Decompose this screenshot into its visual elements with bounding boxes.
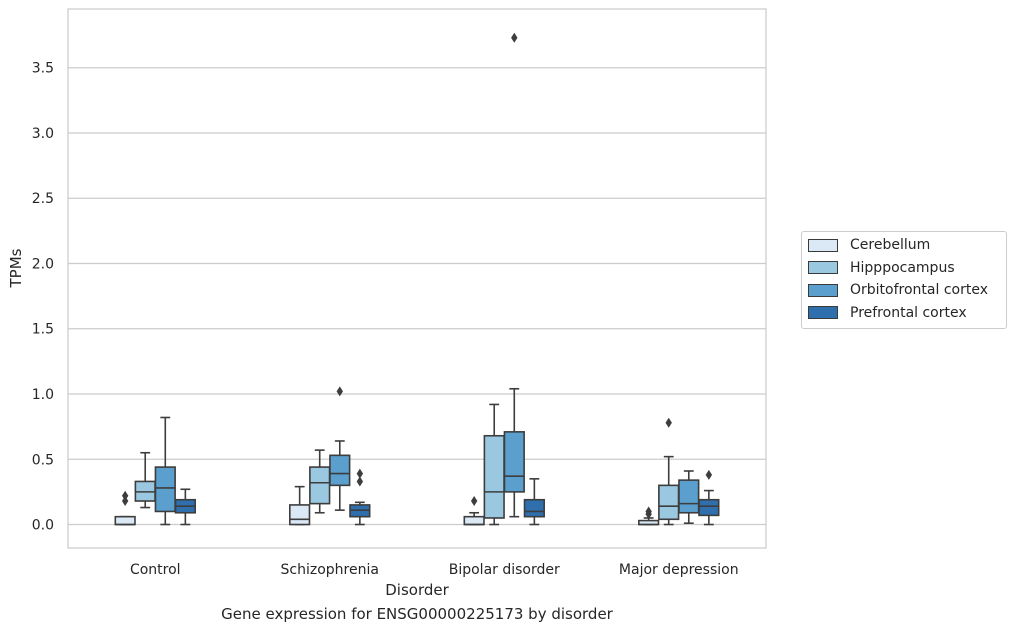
y-tick-label: 3.0: [32, 126, 54, 142]
box-3-2: [523, 478, 545, 526]
outlier-point: [356, 468, 364, 479]
y-tick-label: 2.0: [32, 256, 54, 272]
y-axis-label: TPMs: [7, 248, 25, 288]
x-tick-label: Major depression: [619, 562, 739, 578]
outlier-point: [336, 386, 343, 397]
y-tick-label: 2.5: [32, 191, 54, 207]
boxes-layer: [114, 32, 720, 526]
outlier-point: [645, 506, 652, 517]
box-body: [698, 498, 720, 517]
legend: Cerebellum Hipppocampus Orbitofrontal cort…: [801, 231, 1007, 329]
box-2-3: [678, 470, 700, 525]
figure-caption: Gene expression for ENSG00000225173 by d…: [221, 605, 613, 623]
box-0-0: [114, 490, 136, 526]
y-tick-label: 1.5: [32, 322, 54, 338]
box-body: [503, 431, 525, 493]
box-body: [329, 454, 351, 487]
outlier-point: [470, 496, 478, 507]
legend-item: Hipppocampus: [802, 257, 1006, 280]
legend-label: Orbitofrontal cortex: [850, 282, 988, 299]
box-2-2: [503, 32, 525, 518]
box-0-1: [289, 485, 311, 526]
x-tick-label: Bipolar disorder: [449, 562, 560, 578]
box-2-1: [329, 386, 351, 511]
box-3-0: [174, 488, 196, 526]
box-3-3: [698, 469, 720, 526]
box-body: [523, 498, 545, 518]
legend-item: Cerebellum: [802, 234, 1006, 257]
legend-item: Orbitofrontal cortex: [802, 279, 1006, 302]
box-1-3: [658, 417, 680, 526]
box-0-3: [638, 506, 660, 526]
outlier-point: [511, 32, 518, 43]
y-tick-label: 0.5: [32, 452, 54, 468]
outlier-point: [121, 496, 129, 507]
x-axis-label: Disorder: [385, 581, 449, 599]
legend-label: Hipppocampus: [850, 259, 955, 276]
y-tick-label: 1.0: [32, 387, 54, 403]
box-1-1: [309, 449, 331, 514]
plot-area-frame: [67, 8, 767, 549]
outlier-point: [356, 476, 364, 487]
legend-item: Prefrontal cortex: [802, 302, 1006, 325]
box-2-0: [154, 416, 176, 526]
y-tick-label: 3.5: [32, 61, 54, 77]
box-body: [154, 466, 176, 513]
box-body: [678, 479, 700, 514]
tick-labels: 0.0 0.5 1.0 1.5 2.0 2.5 3.0 3.5 Control Schizophr…: [32, 61, 739, 578]
legend-swatch: [808, 261, 838, 275]
box-body: [658, 484, 680, 521]
gridlines: [68, 67, 766, 526]
y-tick-label: 0.0: [32, 518, 54, 534]
outlier-point: [121, 490, 129, 501]
x-tick-label: Schizophrenia: [281, 562, 379, 578]
legend-swatch: [808, 306, 838, 320]
box-body: [289, 504, 311, 526]
legend-swatch: [808, 238, 838, 252]
legend-label: Prefrontal cortex: [850, 304, 967, 321]
box-body: [463, 515, 485, 526]
box-0-2: [463, 496, 485, 526]
box-3-1: [349, 468, 371, 526]
outlier-point: [665, 417, 672, 428]
box-body: [114, 515, 136, 526]
box-body: [309, 466, 331, 505]
legend-swatch: [808, 283, 838, 297]
outlier-point: [705, 469, 713, 480]
x-tick-label: Control: [130, 562, 181, 578]
box-1-0: [134, 451, 156, 509]
box-1-2: [483, 403, 505, 526]
box-body: [483, 434, 505, 519]
legend-label: Cerebellum: [850, 237, 931, 254]
